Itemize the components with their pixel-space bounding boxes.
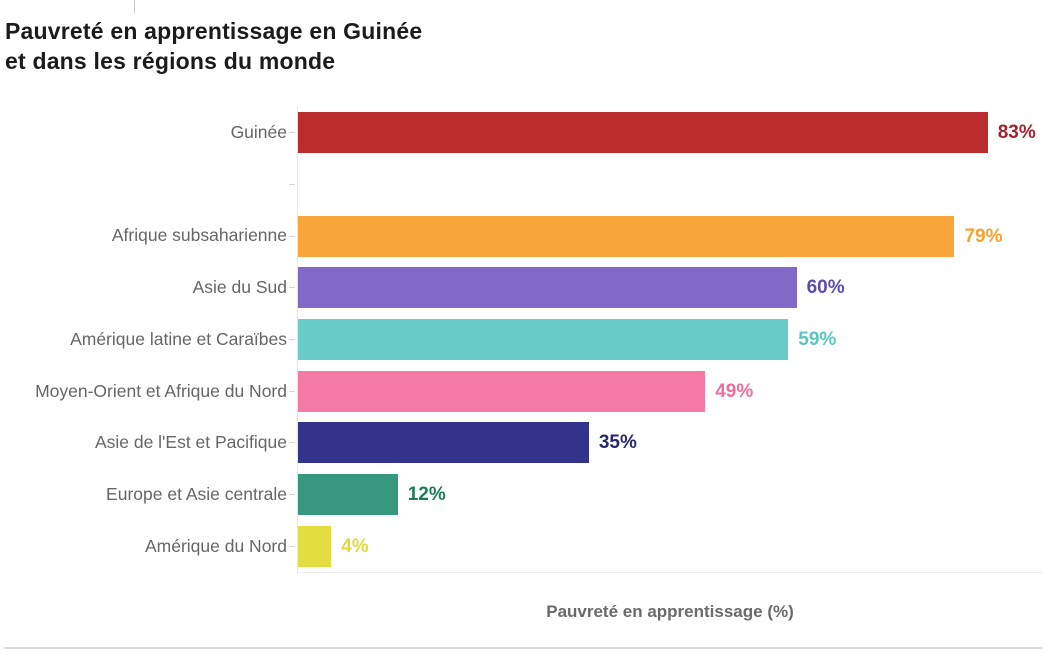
value-label: 79% (964, 225, 1003, 247)
axis-tick-line (289, 287, 295, 289)
value-label: 35% (598, 432, 637, 454)
bar-row-asie-du-sud: Asie du Sud 60% (0, 262, 1043, 314)
axis-tick-line (289, 339, 295, 341)
bar-amerique-latine-et-caraibes (298, 319, 789, 361)
value-label: 12% (407, 484, 446, 506)
bar-amerique-du-nord (298, 525, 332, 567)
axis-tick-line (289, 184, 295, 186)
bar-area: 79% (297, 210, 1043, 262)
axis-tick (287, 287, 297, 289)
x-axis-baseline (297, 572, 1043, 573)
bar-row-amerique-latine-et-caraibes: Amérique latine et Caraïbes 59% (0, 314, 1043, 366)
category-label: Afrique subsaharienne (111, 225, 287, 246)
bar-row-europe-et-asie-centrale: Europe et Asie centrale 12% (0, 469, 1043, 521)
axis-tick-line (289, 545, 295, 547)
category-label: Guinée (230, 122, 287, 143)
bar-area: 83% (297, 107, 1043, 159)
value-label: 49% (715, 380, 754, 402)
bar-row-amerique-du-nord: Amérique du Nord 4% (0, 521, 1043, 573)
axis-tick-line (289, 132, 295, 134)
bar-area: 49% (297, 365, 1043, 417)
bar-chart-plot-area: Guinée 83% Afrique subsaharienne 79% Asie du… (0, 107, 1043, 573)
value-label: 59% (798, 329, 837, 351)
chart-title-line2: et dans les régions du monde (5, 48, 336, 74)
bar-area: 4% (297, 521, 1043, 573)
value-label: 60% (806, 277, 845, 299)
category-label: Asie de l'Est et Pacifique (94, 432, 287, 453)
category-label: Amérique latine et Caraïbes (70, 328, 287, 349)
value-label: 4% (341, 535, 369, 557)
x-axis-label: Pauvreté en apprentissage (%) (546, 602, 794, 621)
axis-tick-line (289, 494, 295, 496)
axis-tick (287, 494, 297, 496)
bar-europe-et-asie-centrale (298, 474, 398, 516)
bar-asie-de-l-est-et-pacifique (298, 422, 589, 464)
axis-tick (287, 545, 297, 547)
bar-area: 35% (297, 417, 1043, 469)
bar-guinee (298, 112, 988, 154)
chart-title-line1: Pauvreté en apprentissage en Guinée (5, 18, 423, 44)
category-label: Moyen-Orient et Afrique du Nord (35, 380, 287, 401)
bar-row-asie-de-l-est-et-pacifique: Asie de l'Est et Pacifique 35% (0, 417, 1043, 469)
bar-afrique-subsaharienne (298, 215, 955, 257)
axis-tick-line (289, 442, 295, 444)
axis-tick (287, 132, 297, 134)
axis-tick (287, 442, 297, 444)
chart-title: Pauvreté en apprentissage en Guinée et d… (5, 16, 422, 76)
bar-area: 12% (297, 469, 1043, 521)
category-label: Amérique du Nord (144, 535, 287, 556)
axis-tick (287, 184, 297, 186)
axis-tick-line (289, 390, 295, 392)
value-label: 83% (997, 122, 1036, 144)
category-label: Europe et Asie centrale (106, 483, 287, 504)
bar-area (297, 159, 1043, 211)
bottom-divider (4, 647, 1043, 649)
bar-row-empty (0, 159, 1043, 211)
axis-tick-line (289, 235, 295, 237)
bar-asie-du-sud (298, 267, 797, 309)
axis-tick (287, 235, 297, 237)
bar-row-guinee: Guinée 83% (0, 107, 1043, 159)
bar-row-afrique-subsaharienne: Afrique subsaharienne 79% (0, 210, 1043, 262)
bar-moyen-orient-et-afrique-du-nord (298, 370, 706, 412)
bar-rows-container: Guinée 83% Afrique subsaharienne 79% Asie du… (0, 107, 1043, 572)
bar-row-moyen-orient-et-afrique-du-nord: Moyen-Orient et Afrique du Nord 49% (0, 365, 1043, 417)
category-label: Asie du Sud (192, 277, 287, 298)
axis-tick (287, 339, 297, 341)
bar-area: 60% (297, 262, 1043, 314)
y-axis-line (297, 107, 298, 572)
axis-tick (287, 390, 297, 392)
text-cursor-artifact (134, 0, 135, 13)
bar-area: 59% (297, 314, 1043, 366)
